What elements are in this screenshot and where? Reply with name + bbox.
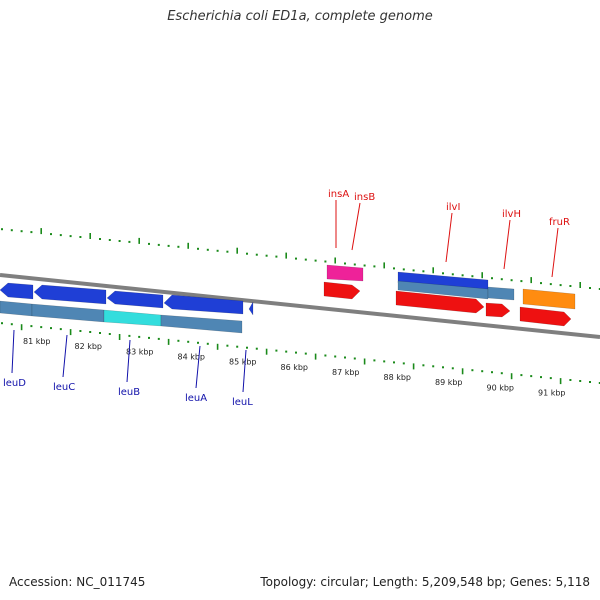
gene-leuA-cds[interactable] xyxy=(160,314,243,334)
forward-strand-features xyxy=(323,264,576,327)
gene-insB-arrow[interactable] xyxy=(323,281,361,300)
reverse-gene-labels: leuD leuC leuB leuA leuL xyxy=(3,329,253,408)
kbp-label: 91 kbp xyxy=(538,389,566,398)
gene-leuB-arrow[interactable] xyxy=(106,290,164,309)
leuB-label[interactable]: leuB xyxy=(118,387,140,398)
gene-ilvI-cds[interactable] xyxy=(397,280,489,300)
leuC-leader xyxy=(62,334,68,378)
kbp-label: 86 kbp xyxy=(281,363,309,372)
genome-title: Escherichia coli ED1a, complete genome xyxy=(167,9,433,24)
inner-tick-ring xyxy=(1,322,600,385)
genome-backbone xyxy=(0,273,600,339)
gene-ilvH-cds[interactable] xyxy=(487,286,515,301)
leuB-leader xyxy=(126,339,131,383)
kbp-label: 83 kbp xyxy=(126,347,154,356)
insA-label[interactable]: insA xyxy=(328,189,349,200)
insB-leader xyxy=(351,202,361,251)
ilvH-leader xyxy=(503,219,511,270)
gene-leuC-cds[interactable] xyxy=(31,303,105,323)
accession-text: Accession: NC_011745 xyxy=(9,575,146,589)
ilvI-label[interactable]: ilvI xyxy=(446,202,460,213)
gene-leuA-arrow[interactable] xyxy=(163,294,244,315)
leuD-label[interactable]: leuD xyxy=(3,378,26,389)
leuL-leader xyxy=(242,349,247,393)
gene-fruR-arrow[interactable] xyxy=(522,288,576,310)
outer-tick-ring xyxy=(1,228,600,290)
kbp-label-group: 81 kbp 82 kbp 83 kbp 84 kbp 85 kbp 86 kbp 87 k… xyxy=(23,337,566,398)
kbp-label: 85 kbp xyxy=(229,358,257,367)
gene-leuB-cds[interactable] xyxy=(103,309,162,327)
gene-leuL-arrow[interactable] xyxy=(248,301,254,316)
gene-insA-arrow[interactable] xyxy=(326,264,364,282)
leuA-leader xyxy=(195,345,201,389)
ilvI-leader xyxy=(445,212,453,263)
fruR-label[interactable]: fruR xyxy=(549,217,570,228)
kbp-label: 81 kbp xyxy=(23,337,51,346)
kbp-label: 84 kbp xyxy=(178,352,206,361)
fruR-leader xyxy=(551,227,559,278)
topology-text: Topology: circular; Length: 5,209,548 bp… xyxy=(260,575,590,589)
kbp-label: 90 kbp xyxy=(487,383,515,392)
leuC-label[interactable]: leuC xyxy=(53,382,75,393)
gene-ilvI-red-arrow[interactable] xyxy=(395,290,485,314)
gene-fruR-red-arrow[interactable] xyxy=(519,306,572,327)
leuA-label[interactable]: leuA xyxy=(185,393,207,404)
gene-leuC-arrow[interactable] xyxy=(33,284,107,305)
kbp-label: 89 kbp xyxy=(435,378,463,387)
gene-leuD-arrow[interactable] xyxy=(0,282,34,300)
leuD-leader xyxy=(11,329,15,374)
ilvH-label[interactable]: ilvH xyxy=(502,209,521,220)
leuL-label[interactable]: leuL xyxy=(232,397,253,408)
insB-label[interactable]: insB xyxy=(354,192,375,203)
gene-ilvH-red-arrow[interactable] xyxy=(485,302,511,318)
forward-gene-labels: insA insB ilvI ilvH fruR xyxy=(328,189,570,278)
reverse-strand-features xyxy=(0,282,254,334)
kbp-label: 88 kbp xyxy=(384,373,412,382)
kbp-label: 87 kbp xyxy=(332,368,360,377)
gene-leuD-cds[interactable] xyxy=(0,300,33,317)
kbp-label: 82 kbp xyxy=(75,342,103,351)
